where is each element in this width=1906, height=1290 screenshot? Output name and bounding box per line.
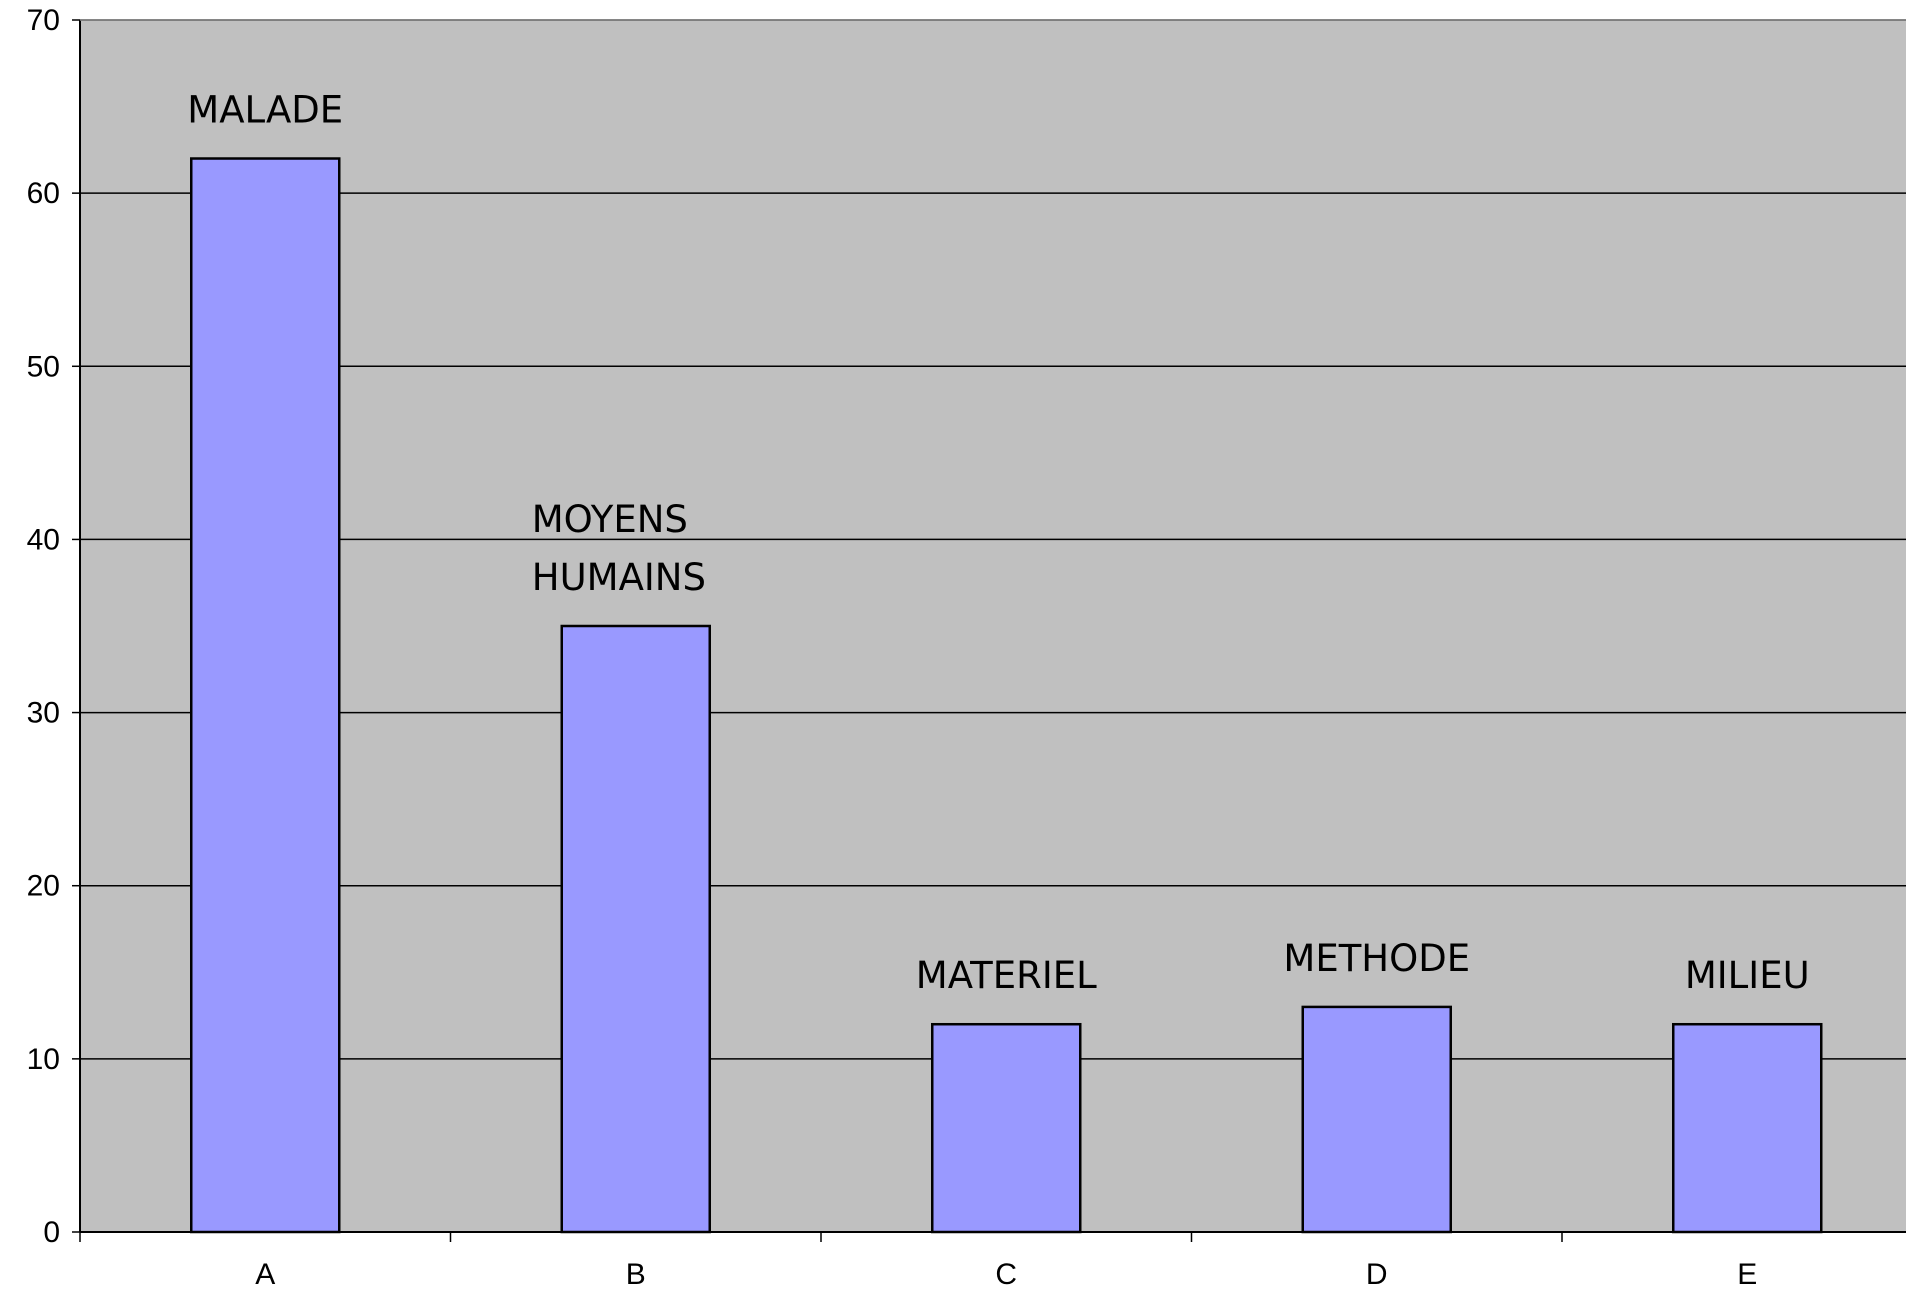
bars (190, 157, 1823, 1234)
bar-annotation: MILIEU (1685, 954, 1810, 997)
x-tick-labels: A B C D E (255, 1258, 1757, 1290)
bar-annotation: MATERIEL (916, 954, 1097, 997)
y-tick-label: 30 (27, 697, 60, 730)
y-tick-labels: 0 10 20 30 40 50 60 70 (27, 4, 60, 1249)
bar-E (1672, 1022, 1823, 1234)
bar-annotation-line: METHODE (1283, 937, 1470, 980)
bar-annotation-line: MILIEU (1685, 954, 1810, 997)
bar-B (560, 624, 711, 1234)
x-tick-label: B (626, 1258, 646, 1290)
bar-annotation-line: HUMAINS (532, 556, 706, 599)
y-tick-label: 40 (27, 523, 60, 556)
bar-annotations: MALADE MOYENS HUMAINS MATERIEL METHODE MILIEU (187, 89, 1809, 998)
bar-A (190, 157, 341, 1234)
bar-D (1301, 1005, 1452, 1234)
bar-annotation: MOYENS HUMAINS (532, 498, 706, 599)
y-tick-label: 0 (43, 1216, 60, 1249)
bar-C (931, 1022, 1082, 1234)
bar-annotation-line: MOYENS (532, 498, 688, 541)
x-tick-label: A (255, 1258, 275, 1290)
x-tick-label: E (1737, 1258, 1757, 1290)
y-tick-label: 20 (27, 870, 60, 903)
y-tick-label: 70 (27, 4, 60, 37)
axes (79, 19, 1906, 1242)
bar-annotation: MALADE (187, 89, 343, 132)
bar-annotation-line: MALADE (187, 89, 343, 132)
x-tick-label: D (1366, 1258, 1388, 1290)
bar-annotation: METHODE (1283, 937, 1470, 980)
y-tick-label: 50 (27, 350, 60, 383)
y-tick-label: 10 (27, 1043, 60, 1076)
x-tick-label: C (995, 1258, 1017, 1290)
y-tick-label: 60 (27, 177, 60, 210)
bar-annotation-line: MATERIEL (916, 954, 1097, 997)
